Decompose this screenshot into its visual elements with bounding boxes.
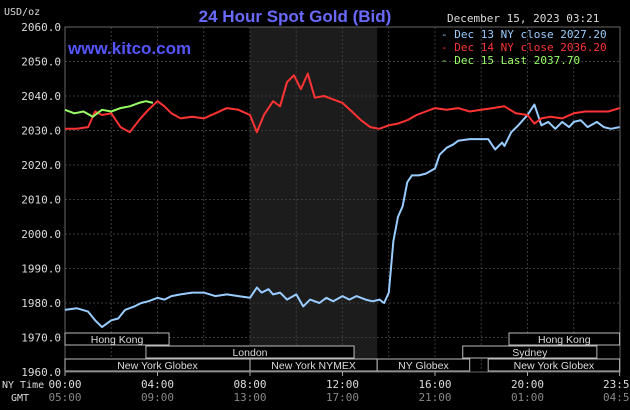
y-axis-label: USD/oz xyxy=(4,7,40,18)
y-tick-label: 1990.0 xyxy=(21,263,61,276)
x-tick-label-ny: 12:00 xyxy=(326,378,359,391)
session-label: New York Globex xyxy=(117,360,198,372)
y-tick-label: 1960.0 xyxy=(21,366,61,379)
session-label: Hong Kong xyxy=(538,334,591,346)
x-tick-label-gmt: 05:00 xyxy=(48,391,81,404)
y-tick-label: 2040.0 xyxy=(21,90,61,103)
session-band xyxy=(376,358,471,372)
y-tick-label: 1970.0 xyxy=(21,332,61,345)
x-tick-label-ny: 08:00 xyxy=(233,378,266,391)
y-tick-label: 2030.0 xyxy=(21,125,61,138)
series-group xyxy=(64,72,620,329)
session-band xyxy=(462,345,598,359)
x-tick-label-ny: 16:00 xyxy=(418,378,451,391)
session-bands: Hong Kong London New York Globex New York N… xyxy=(64,332,621,372)
x-tick-label-ny: 20:00 xyxy=(511,378,544,391)
x-tick-label-gmt: 04:59 xyxy=(603,391,630,404)
y-tick-label: 2050.0 xyxy=(21,56,61,69)
session-band xyxy=(487,358,621,372)
y-tick-label: 2060.0 xyxy=(21,21,61,34)
timestamp: December 15, 2023 03:21 xyxy=(447,12,599,25)
session-label: New York Globex xyxy=(514,360,595,372)
watermark: www.kitco.com xyxy=(67,39,191,58)
session-label: Sydney xyxy=(512,347,548,359)
x-tick-label-gmt: 13:00 xyxy=(233,391,266,404)
axes: 2060.0 2050.0 2040.0 2030.0 2020.0 2010.0 2000… xyxy=(21,21,630,404)
ny-time-label: NY Time xyxy=(2,380,44,391)
y-tick-label: 2010.0 xyxy=(21,194,61,207)
grid xyxy=(64,26,621,373)
x-tick-label-gmt: 01:00 xyxy=(511,391,544,404)
series-line-dec14 xyxy=(65,72,620,134)
series-line-dec15 xyxy=(64,100,154,118)
session-label: London xyxy=(232,347,267,359)
chart-title: 24 Hour Spot Gold (Bid) xyxy=(199,7,392,26)
y-tick-label: 2000.0 xyxy=(21,228,61,241)
legend-entry-dec13: - Dec 13 NY close 2027.20 xyxy=(441,28,607,41)
session-label: New York NYMEX xyxy=(271,360,356,372)
session-band xyxy=(64,332,170,346)
gmt-label: GMT xyxy=(11,393,29,404)
x-tick-label-ny: 23:59 xyxy=(603,378,630,391)
session-label: Hong Kong xyxy=(91,334,144,346)
session-band xyxy=(508,332,621,346)
x-tick-label-gmt: 21:00 xyxy=(418,391,451,404)
legend-entry-dec15: - Dec 15 Last 2037.70 xyxy=(441,54,580,67)
session-band xyxy=(145,345,355,359)
legend-entry-dec14: - Dec 14 NY close 2036.20 xyxy=(441,41,607,54)
session-label: NY Globex xyxy=(398,360,449,372)
x-tick-label-gmt: 17:00 xyxy=(326,391,359,404)
x-tick-label-gmt: 09:00 xyxy=(141,391,174,404)
x-tick-label-ny: 00:00 xyxy=(48,378,81,391)
y-tick-label: 2020.0 xyxy=(21,159,61,172)
y-tick-label: 1980.0 xyxy=(21,297,61,310)
series-line-dec13 xyxy=(64,103,620,329)
legend: - Dec 13 NY close 2027.20 - Dec 14 NY cl… xyxy=(441,28,607,67)
x-tick-label-ny: 04:00 xyxy=(141,378,174,391)
